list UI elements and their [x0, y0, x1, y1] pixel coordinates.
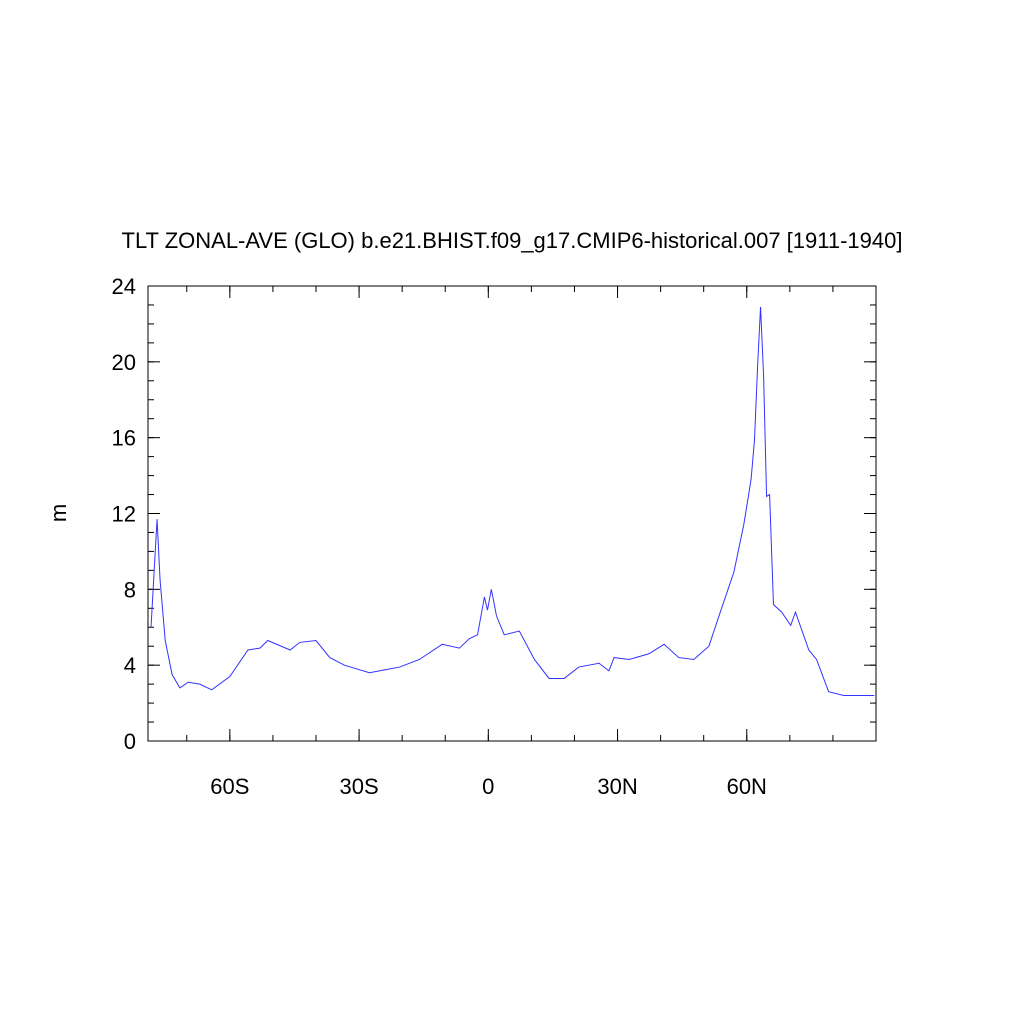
- data-line: [150, 306, 875, 696]
- y-tick-label: 12: [112, 502, 136, 527]
- x-tick-label: 30S: [339, 774, 378, 799]
- y-tick-label: 16: [112, 426, 136, 451]
- x-tick-label: 60N: [727, 774, 767, 799]
- chart-title: TLT ZONAL-AVE (GLO) b.e21.BHIST.f09_g17.…: [122, 228, 903, 253]
- y-tick-label: 8: [124, 577, 136, 602]
- y-tick-label: 24: [112, 274, 136, 299]
- x-tick-label: 0: [482, 774, 494, 799]
- y-tick-label: 4: [124, 653, 136, 678]
- x-tick-label: 30N: [597, 774, 637, 799]
- y-tick-label: 20: [112, 350, 136, 375]
- y-tick-label: 0: [124, 729, 136, 754]
- y-axis-label: m: [46, 504, 71, 522]
- x-tick-label: 60S: [210, 774, 249, 799]
- plot-frame: [147, 285, 877, 742]
